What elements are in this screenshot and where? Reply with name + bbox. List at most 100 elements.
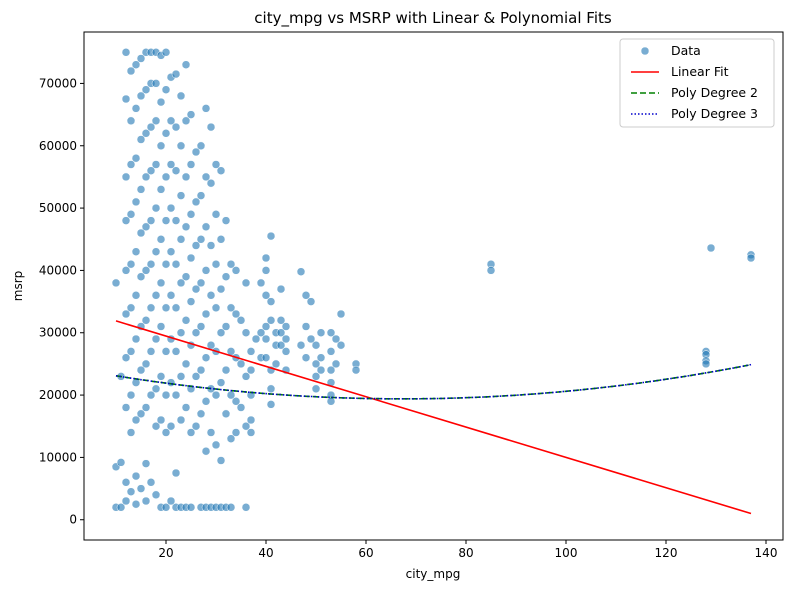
data-point [116,503,126,512]
data-point [126,487,136,496]
data-point [206,122,216,132]
data-point [181,403,191,412]
data-point [246,415,256,425]
x-tick-label: 20 [158,546,173,560]
data-point [216,235,226,244]
data-point [161,428,171,437]
data-point [271,359,281,369]
data-point [216,284,226,294]
data-point [301,353,311,362]
data-point [181,60,191,69]
data-point [236,403,246,412]
data-point [146,478,156,487]
data-point [126,116,136,126]
data-point [146,216,156,225]
data-point [241,421,251,431]
x-tick-label: 80 [458,546,473,560]
data-point [161,85,171,94]
data-point [191,197,201,207]
data-point [276,328,286,337]
data-point [221,409,231,419]
data-point [196,365,206,375]
data-point [201,172,211,182]
data-point [146,166,156,175]
data-point [141,359,151,369]
data-point [171,216,181,225]
data-point [151,334,161,344]
poly-degree-3-line [115,363,752,400]
data-point [121,172,131,182]
data-point [206,178,216,188]
data-point [211,390,221,400]
data-point [326,347,336,356]
data-point [156,278,166,288]
data-point [261,253,271,263]
data-point [241,372,251,381]
data-point [176,91,186,101]
data-point [186,253,196,263]
data-point [331,334,341,344]
data-point [281,334,291,344]
data-point [706,243,716,253]
y-tick-label: 70000 [39,76,77,90]
data-point [151,384,161,394]
data-point [166,116,176,126]
data-point [181,316,191,325]
data-point [196,141,206,151]
data-point [186,110,196,119]
data-point [186,297,196,306]
data-point [171,303,181,313]
data-point [131,104,141,113]
data-point [161,347,171,356]
legend-label: Linear Fit [671,64,729,79]
data-point [266,231,276,241]
data-point [266,297,276,306]
data-point [311,340,321,350]
data-point [176,141,186,151]
data-point [256,278,266,288]
data-point [226,503,236,512]
data-point [141,172,151,182]
data-point [216,328,226,337]
data-point [201,397,211,406]
data-point [221,272,231,281]
data-point [166,160,176,169]
data-point [146,259,156,269]
data-point [326,397,336,406]
data-point [241,278,251,288]
data-point [326,365,336,375]
legend-marker-data [640,46,650,56]
data-point [176,328,186,337]
data-point [136,54,146,63]
x-tick-label: 140 [755,546,778,560]
data-point [226,434,236,443]
data-point [316,328,326,337]
data-point [746,253,756,263]
data-point [136,272,146,281]
data-point [166,203,176,213]
data-point [261,266,271,275]
data-point [171,347,181,356]
data-point [311,384,321,394]
data-point [296,267,306,276]
data-point [156,97,166,107]
data-point [231,309,241,319]
data-point [311,372,321,381]
data-point [161,390,171,400]
data-point [161,216,171,225]
data-point [201,222,211,232]
data-point [151,79,161,88]
data-point [116,458,126,467]
data-point [121,403,131,412]
data-point [191,284,201,294]
data-point [211,303,221,313]
data-point [266,316,276,325]
data-point [131,153,141,163]
data-point [251,334,261,344]
data-point [141,496,151,506]
data-point [131,197,141,207]
data-point [131,415,141,425]
data-point [136,484,146,493]
data-point [161,48,171,57]
data-point [231,266,241,275]
